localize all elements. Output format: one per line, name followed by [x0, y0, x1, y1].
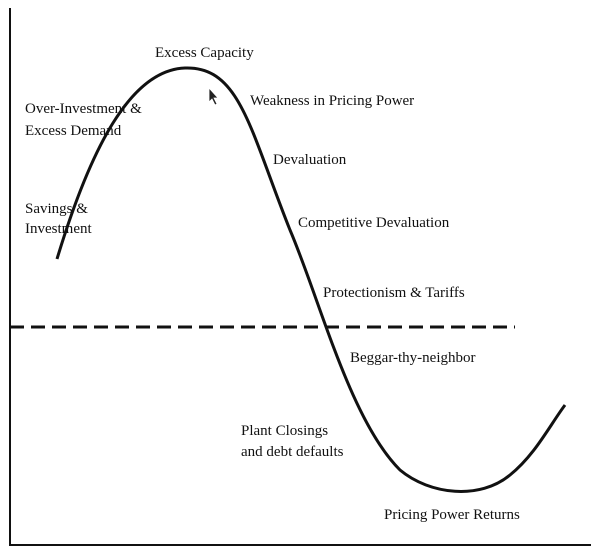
label: Pricing Power Returns: [384, 507, 520, 523]
label: Excess Demand: [25, 123, 122, 139]
label: Excess Capacity: [155, 45, 254, 61]
label: and debt defaults: [241, 444, 344, 460]
label: Investment: [25, 221, 92, 237]
label: Over-Investment &: [25, 101, 142, 117]
label: Beggar-thy-neighbor: [350, 350, 476, 366]
cycle-curve: [55, 66, 567, 493]
label: Weakness in Pricing Power: [250, 93, 414, 109]
label: Savings &: [25, 201, 88, 217]
mouse-cursor: [208, 86, 219, 106]
label: Devaluation: [273, 152, 347, 168]
label: Plant Closings: [241, 423, 328, 439]
label: Competitive Devaluation: [298, 215, 450, 231]
label: Protectionism & Tariffs: [323, 285, 465, 301]
